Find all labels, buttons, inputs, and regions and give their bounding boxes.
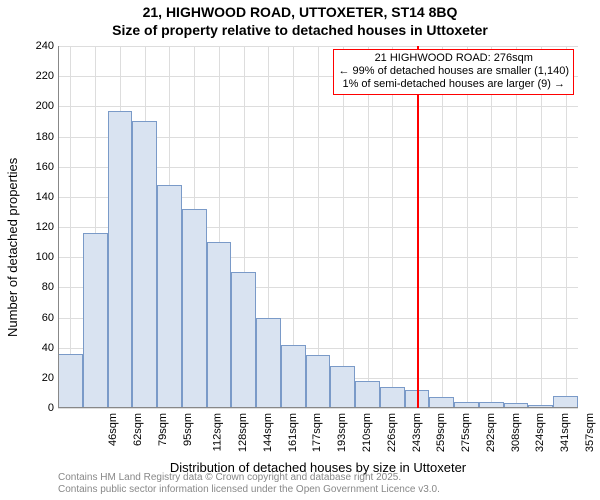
x-tick-label: 341sqm bbox=[559, 413, 571, 452]
chart-title-line2: Size of property relative to detached ho… bbox=[0, 22, 600, 38]
x-tick-label: 308sqm bbox=[510, 413, 522, 452]
y-tick-label: 220 bbox=[14, 70, 54, 82]
y-tick-label: 60 bbox=[14, 312, 54, 324]
plot-border bbox=[58, 46, 578, 408]
chart-title-line1: 21, HIGHWOOD ROAD, UTTOXETER, ST14 8BQ bbox=[0, 4, 600, 20]
x-tick-label: 128sqm bbox=[237, 413, 249, 452]
reference-line bbox=[417, 46, 419, 408]
y-tick-label: 80 bbox=[14, 281, 54, 293]
x-tick-label: 226sqm bbox=[386, 413, 398, 452]
x-tick-label: 275sqm bbox=[460, 413, 472, 452]
x-tick-label: 259sqm bbox=[435, 413, 447, 452]
reference-annotation: 21 HIGHWOOD ROAD: 276sqm← 99% of detache… bbox=[333, 49, 574, 95]
y-tick-label: 160 bbox=[14, 161, 54, 173]
x-tick-label: 324sqm bbox=[534, 413, 546, 452]
annotation-line: 1% of semi-detached houses are larger (9… bbox=[338, 78, 569, 91]
y-axis-title: Number of detached properties bbox=[5, 158, 20, 337]
histogram-chart: 21, HIGHWOOD ROAD, UTTOXETER, ST14 8BQ S… bbox=[0, 0, 600, 500]
footer-line: Contains public sector information licen… bbox=[58, 484, 440, 496]
y-tick-label: 140 bbox=[14, 191, 54, 203]
gridline-horizontal bbox=[58, 408, 578, 409]
footer-line: Contains HM Land Registry data © Crown c… bbox=[58, 472, 440, 484]
y-tick-label: 120 bbox=[14, 221, 54, 233]
annotation-line: 21 HIGHWOOD ROAD: 276sqm bbox=[338, 52, 569, 65]
y-tick-label: 200 bbox=[14, 100, 54, 112]
chart-footer: Contains HM Land Registry data © Crown c… bbox=[58, 472, 440, 496]
y-tick-label: 180 bbox=[14, 131, 54, 143]
x-tick-label: 177sqm bbox=[312, 413, 324, 452]
x-tick-label: 95sqm bbox=[182, 413, 194, 446]
x-tick-label: 112sqm bbox=[212, 413, 224, 451]
x-tick-label: 161sqm bbox=[287, 413, 299, 452]
x-tick-label: 144sqm bbox=[262, 413, 274, 452]
x-tick-label: 292sqm bbox=[485, 413, 497, 452]
x-tick-label: 193sqm bbox=[336, 413, 348, 452]
annotation-line: ← 99% of detached houses are smaller (1,… bbox=[338, 65, 569, 78]
y-tick-label: 100 bbox=[14, 251, 54, 263]
y-tick-label: 40 bbox=[14, 342, 54, 354]
x-tick-label: 210sqm bbox=[361, 413, 373, 452]
x-tick-label: 357sqm bbox=[584, 413, 596, 452]
y-tick-label: 0 bbox=[14, 402, 54, 414]
x-tick-label: 79sqm bbox=[157, 413, 169, 446]
y-tick-label: 20 bbox=[14, 372, 54, 384]
plot-area: 21 HIGHWOOD ROAD: 276sqm← 99% of detache… bbox=[58, 46, 578, 408]
x-tick-label: 243sqm bbox=[411, 413, 423, 452]
x-tick-label: 46sqm bbox=[107, 413, 119, 446]
y-tick-label: 240 bbox=[14, 40, 54, 52]
x-tick-label: 62sqm bbox=[132, 413, 144, 446]
